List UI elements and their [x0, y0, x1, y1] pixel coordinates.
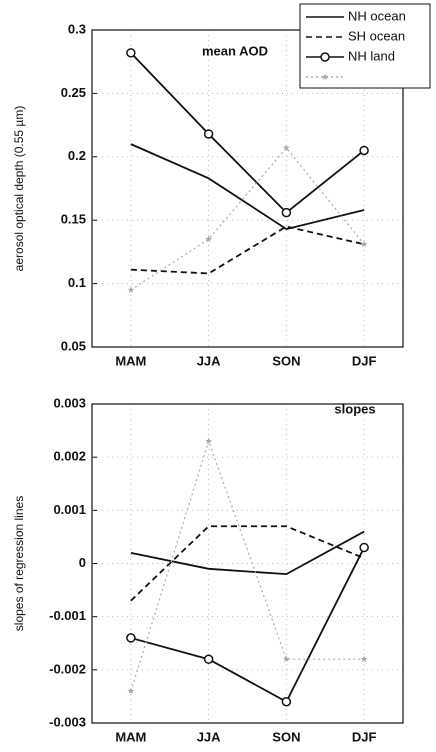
subplot: 0.05 0.1 0.15 0.2 0.25 0.3 MAM JJA SON DJF aerosol… — [12, 3, 431, 368]
marker — [360, 655, 368, 662]
marker — [127, 687, 135, 694]
y-tick-label: 0.002 — [53, 449, 86, 464]
y-tick-label: 0.2 — [68, 148, 86, 163]
plot-frame — [91, 403, 404, 724]
marker — [126, 633, 136, 643]
series-line — [130, 530, 365, 576]
series-line — [130, 52, 365, 214]
legend-label: SH ocean — [348, 28, 405, 43]
legend-marker — [320, 52, 330, 62]
marker — [205, 235, 212, 243]
series-line — [130, 143, 365, 231]
marker — [126, 48, 136, 58]
marker — [283, 144, 290, 151]
series-line — [130, 525, 365, 602]
annotation: mean AOD — [202, 43, 268, 58]
y-axis-label: slopes of regression lines — [12, 496, 26, 631]
y-tick-label: 0.003 — [53, 395, 86, 410]
y-tick-label: 0.15 — [61, 212, 86, 227]
x-tick-label: JJA — [197, 353, 221, 368]
x-tick-label: SON — [272, 729, 300, 744]
y-tick-label: -0.001 — [49, 608, 86, 623]
marker — [359, 145, 369, 156]
y-tick-label: 0.1 — [68, 275, 86, 290]
y-tick-label: -0.003 — [49, 714, 86, 729]
y-tick-label: 0.25 — [61, 85, 86, 100]
marker — [359, 542, 369, 553]
series-line — [130, 146, 365, 291]
x-tick-label: DJF — [352, 353, 377, 368]
legend-box — [299, 3, 431, 89]
legend-label: NH ocean — [348, 8, 406, 23]
y-axis-label: aerosol optical depth (0.55 µm) — [12, 106, 26, 272]
y-tick-label: 0.05 — [61, 338, 86, 353]
marker — [203, 654, 214, 664]
legend-label: NH land — [348, 48, 395, 63]
marker — [127, 286, 135, 293]
legend-marker — [321, 73, 329, 80]
marker — [205, 437, 212, 444]
marker — [283, 655, 290, 662]
marker — [281, 696, 292, 707]
x-tick-label: SON — [272, 353, 300, 368]
series-line — [130, 547, 365, 703]
y-tick-label: 0 — [79, 555, 86, 570]
annotation: slopes — [334, 401, 375, 416]
marker — [360, 240, 368, 248]
marker — [281, 207, 292, 218]
x-tick-label: MAM — [115, 353, 146, 368]
y-tick-label: -0.002 — [49, 661, 86, 676]
y-tick-label: 0.3 — [68, 21, 86, 36]
series-line — [130, 225, 365, 275]
legend: NH ocean SH ocean NH land — [299, 3, 431, 89]
x-tick-label: DJF — [352, 729, 377, 744]
subplot: -0.003 -0.002 -0.001 0 0.001 0.002 0.003 MAM JJA… — [12, 395, 404, 744]
marker — [203, 129, 214, 139]
x-tick-label: JJA — [197, 729, 221, 744]
y-tick-label: 0.001 — [53, 502, 86, 517]
x-tick-label: MAM — [115, 729, 146, 744]
plot-frame — [91, 29, 404, 348]
series-line — [130, 439, 365, 692]
